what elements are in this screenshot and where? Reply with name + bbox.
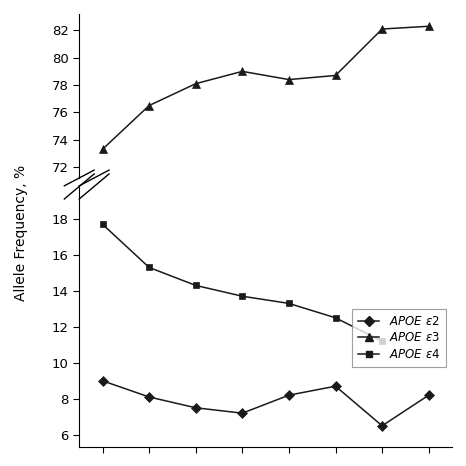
Text: Allele Frequency, %: Allele Frequency, % xyxy=(14,165,28,301)
Legend: $\mathit{APOE}$ $\varepsilon$2, $\mathit{APOE}$ $\varepsilon$3, $\mathit{APOE}$ : $\mathit{APOE}$ $\varepsilon$2, $\mathit… xyxy=(352,309,446,367)
